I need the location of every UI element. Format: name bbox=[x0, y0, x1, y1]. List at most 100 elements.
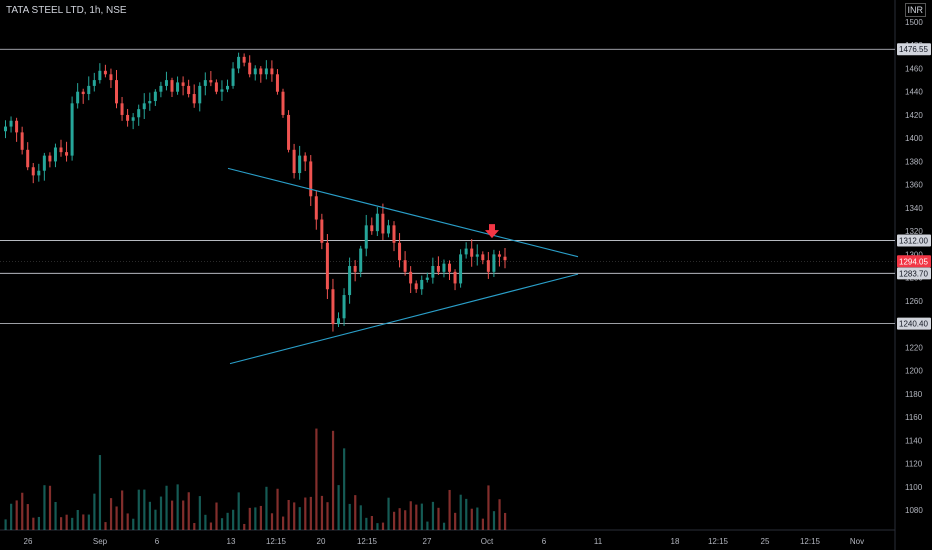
candle-body bbox=[42, 155, 46, 171]
volume-bar bbox=[487, 485, 490, 530]
candle-body bbox=[31, 167, 35, 176]
volume-bar bbox=[309, 496, 312, 530]
candle-body bbox=[81, 91, 85, 95]
candle-body bbox=[187, 85, 191, 95]
candle-body bbox=[370, 225, 374, 232]
candle-body bbox=[153, 91, 157, 102]
candle-body bbox=[503, 256, 507, 261]
candle-body bbox=[76, 91, 80, 104]
volume-bar bbox=[276, 488, 279, 530]
volume-bar bbox=[326, 502, 329, 530]
y-tick-label: 1420 bbox=[905, 111, 923, 120]
candle-body bbox=[259, 68, 263, 75]
y-tick-label: 1080 bbox=[905, 506, 923, 515]
x-tick-label: Sep bbox=[93, 537, 108, 546]
x-tick-label: Nov bbox=[850, 537, 864, 546]
candle-body bbox=[486, 260, 490, 272]
volume-bar bbox=[398, 508, 401, 530]
last-price-label: 1294.05 bbox=[899, 257, 928, 266]
candle-body bbox=[281, 91, 285, 115]
volume-bar bbox=[76, 509, 79, 530]
price-level-tag bbox=[897, 234, 931, 247]
y-tick-label: 1120 bbox=[905, 460, 923, 469]
candle-body bbox=[359, 248, 363, 272]
candle-body bbox=[342, 295, 346, 319]
y-tick-label: 1100 bbox=[905, 483, 923, 492]
volume-bar bbox=[37, 516, 40, 530]
candle-body bbox=[353, 266, 357, 272]
volume-bar bbox=[148, 501, 151, 530]
candle-body bbox=[453, 271, 457, 284]
price-level-tag bbox=[897, 317, 931, 330]
candle-body bbox=[442, 263, 446, 272]
volume-bar bbox=[465, 498, 468, 530]
candle-body bbox=[137, 109, 141, 118]
y-tick-label: 1140 bbox=[905, 436, 923, 445]
x-tick-label: 12:15 bbox=[800, 537, 821, 546]
candle-body bbox=[459, 254, 463, 284]
candle-body bbox=[98, 70, 102, 81]
candle-body bbox=[198, 85, 202, 104]
candle-body bbox=[92, 80, 96, 86]
volume-bar bbox=[71, 517, 74, 530]
volume-bar bbox=[237, 492, 240, 530]
y-tick-label: 1160 bbox=[905, 413, 923, 422]
price-level-tag bbox=[897, 43, 931, 56]
y-tick-label: 1440 bbox=[905, 88, 923, 97]
x-tick-label: 12:15 bbox=[708, 537, 729, 546]
candle-body bbox=[120, 103, 124, 115]
volume-bar bbox=[104, 522, 107, 530]
volume-bar bbox=[82, 514, 85, 530]
volume-bar bbox=[354, 495, 357, 530]
candle-body bbox=[176, 82, 180, 92]
volume-bar bbox=[109, 498, 113, 530]
x-tick-label: 26 bbox=[24, 537, 33, 546]
candle-body bbox=[70, 103, 74, 156]
y-tick-label: 1500 bbox=[905, 18, 923, 27]
volume-bar bbox=[348, 503, 351, 530]
candle-body bbox=[126, 114, 130, 121]
volume-bar bbox=[270, 513, 274, 530]
candle-body bbox=[492, 254, 496, 272]
volume-bar bbox=[154, 509, 157, 530]
volume-bar bbox=[370, 515, 373, 530]
candle-body bbox=[15, 120, 19, 133]
volume-bar bbox=[259, 505, 262, 530]
upper-trendline bbox=[227, 167, 579, 258]
volume-bar bbox=[93, 493, 96, 530]
volume-bar bbox=[343, 448, 346, 530]
volume-bar bbox=[48, 485, 52, 530]
candle-body bbox=[414, 283, 418, 290]
volume-bar bbox=[54, 501, 57, 530]
volume-bar bbox=[365, 517, 368, 530]
y-tick-label: 1300 bbox=[905, 250, 923, 259]
volume-bar bbox=[232, 509, 235, 530]
candle-body bbox=[403, 260, 407, 272]
candle-body bbox=[209, 80, 213, 83]
candle-body bbox=[303, 155, 307, 162]
candle-body bbox=[20, 132, 24, 150]
candle-body bbox=[164, 80, 168, 86]
volume-bar bbox=[426, 521, 429, 530]
y-tick-label: 1460 bbox=[905, 64, 923, 73]
candle-body bbox=[392, 225, 396, 243]
volume-bar bbox=[404, 510, 407, 530]
y-tick-label: 1320 bbox=[905, 227, 923, 236]
volume-bar bbox=[431, 501, 435, 530]
arrow-down-icon bbox=[485, 224, 499, 239]
x-tick-label: 18 bbox=[671, 537, 680, 546]
currency-badge[interactable]: INR bbox=[904, 3, 926, 17]
candle-body bbox=[214, 82, 218, 92]
candle-body bbox=[314, 196, 318, 220]
volume-bar bbox=[115, 506, 118, 530]
candle-body bbox=[26, 149, 30, 168]
x-tick-label: 27 bbox=[423, 537, 432, 546]
y-tick-label: 1400 bbox=[905, 134, 923, 143]
candle-body bbox=[203, 80, 207, 86]
y-tick-label: 1180 bbox=[905, 390, 923, 399]
volume-bar bbox=[409, 501, 412, 530]
volume-bar bbox=[387, 497, 390, 530]
volume-bar bbox=[4, 519, 7, 530]
volume-bar bbox=[282, 516, 285, 530]
